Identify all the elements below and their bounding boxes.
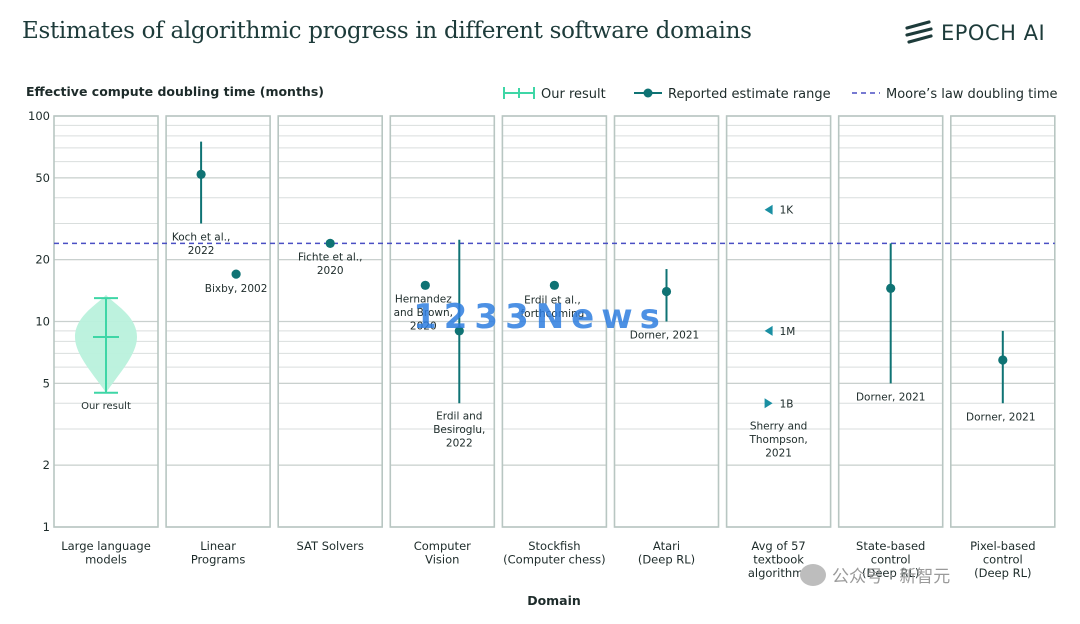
x-category-label: State-based control (Deep RL): [856, 539, 925, 580]
domain-panel: [613, 115, 720, 528]
y-tick-label: 1: [43, 520, 50, 534]
estimate-triangle: [764, 325, 773, 336]
estimate-label: Fichte et al., 2020: [298, 251, 362, 277]
domain-panel: [949, 115, 1056, 528]
legend-reported-point: [643, 88, 653, 98]
epoch-logo: EPOCH AI: [905, 20, 1045, 46]
estimate-point: [454, 326, 464, 336]
estimate-tag: 1M: [780, 326, 796, 338]
epoch-stripes-icon: [905, 20, 933, 44]
x-category-label: Avg of 57 textbook algorithms: [748, 539, 810, 580]
estimate-label: Dorner, 2021: [966, 411, 1035, 423]
x-axis-title: Domain: [527, 593, 581, 608]
estimate-label: Koch et al., 2022: [172, 231, 231, 257]
domain-panel: [389, 115, 496, 528]
y-tick-label: 50: [35, 171, 50, 185]
estimate-label: Dorner, 2021: [630, 330, 699, 342]
watermark-center: 1233News: [413, 297, 667, 337]
estimate-label: Dorner, 2021: [856, 391, 925, 403]
x-category-label: Linear Programs: [191, 539, 246, 567]
estimate-tag: 1B: [780, 398, 794, 410]
x-category-label: Computer Vision: [414, 539, 471, 567]
estimate-point: [661, 286, 672, 297]
domain-panel: [277, 115, 384, 528]
y-tick-label: 20: [35, 253, 50, 267]
estimate-label: Hernandez and Brown, 2020: [394, 293, 453, 332]
legend-our-result-label: Our result: [541, 87, 606, 102]
x-category-label: SAT Solvers: [297, 539, 364, 553]
logo-text: EPOCH AI: [941, 21, 1046, 45]
x-category-label: Atari (Deep RL): [638, 539, 695, 567]
estimate-point: [196, 169, 206, 179]
estimate-label: Erdil and Besiroglu, 2022: [433, 410, 485, 449]
estimate-label: Erdil et al., forthcoming: [520, 294, 584, 320]
domain-panel: [165, 115, 271, 528]
estimate-label: Sherry and Thompson, 2021: [748, 420, 807, 459]
x-category-label: Large language models: [61, 539, 151, 567]
domain-panel: [725, 115, 832, 528]
estimate-point: [549, 280, 560, 290]
y-axis-title: Effective compute doubling time (months): [26, 84, 324, 99]
x-category-label: Pixel-based control (Deep RL): [970, 539, 1035, 580]
wechat-icon: [800, 563, 826, 586]
chart-title: Estimates of algorithmic progress in dif…: [22, 18, 752, 44]
estimate-point: [420, 280, 430, 290]
domain-panel: [53, 115, 159, 528]
y-tick-label: 10: [35, 315, 50, 329]
y-tick-label: 100: [28, 109, 50, 123]
estimate-triangle: [764, 204, 773, 215]
estimate-point: [325, 238, 335, 248]
our-result-label: Our result: [81, 401, 131, 412]
estimate-label: Bixby, 2002: [205, 283, 268, 295]
legend-moore-label: Moore’s law doubling time: [886, 87, 1057, 102]
estimate-point: [231, 269, 241, 279]
legend-reported-label: Reported estimate range: [668, 87, 831, 102]
watermark-text: 公众号 · 新智元: [832, 567, 951, 587]
y-tick-label: 2: [43, 458, 50, 472]
estimate-point: [998, 355, 1008, 365]
x-category-label: Stockfish (Computer chess): [503, 539, 605, 567]
domain-panel: [501, 115, 608, 528]
watermark-bottom: 公众号 · 新智元: [800, 562, 950, 587]
estimate-point: [886, 283, 896, 293]
estimate-tag: 1K: [780, 205, 795, 217]
estimate-triangle: [764, 398, 773, 409]
domain-panel: [837, 115, 944, 528]
y-tick-label: 5: [43, 376, 50, 390]
